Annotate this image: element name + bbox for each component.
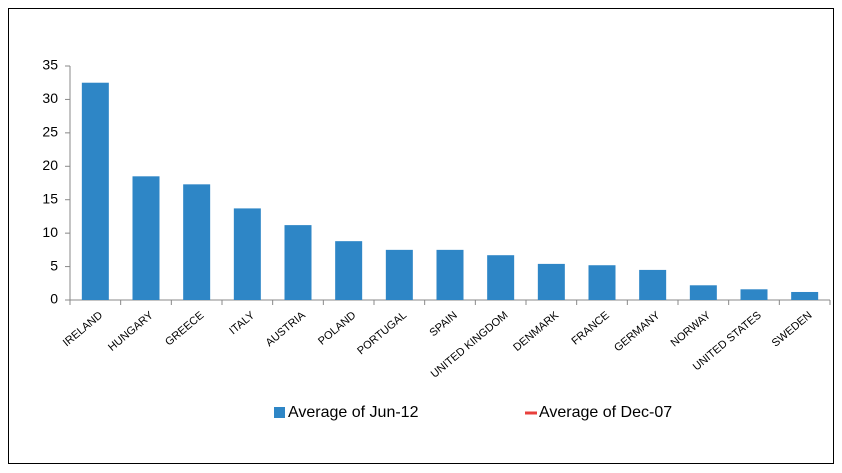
bar — [487, 255, 515, 300]
y-tick-label: 25 — [42, 124, 58, 140]
y-tick-label: 5 — [50, 257, 58, 273]
bar — [183, 184, 211, 300]
bar — [537, 263, 565, 300]
legend-label: Average of Jun-12 — [288, 404, 419, 421]
bar — [132, 176, 160, 300]
y-tick-label: 30 — [42, 90, 58, 106]
bar — [335, 241, 363, 300]
bar — [588, 265, 616, 300]
bar — [436, 249, 464, 300]
y-tick-label: 20 — [42, 157, 58, 173]
bar — [689, 285, 717, 300]
legend-swatch — [274, 407, 285, 418]
y-tick-label: 0 — [50, 291, 58, 307]
chart-frame — [8, 8, 834, 464]
y-tick-label: 15 — [42, 190, 58, 206]
bar — [791, 291, 819, 300]
bar — [233, 208, 261, 300]
bar — [284, 225, 312, 300]
bar — [385, 249, 413, 300]
bar — [639, 269, 667, 300]
bar — [740, 289, 768, 300]
bar — [81, 82, 109, 300]
y-tick-label: 35 — [42, 57, 58, 73]
legend-label: Average of Dec-07 — [539, 404, 672, 421]
y-tick-label: 10 — [42, 224, 58, 240]
